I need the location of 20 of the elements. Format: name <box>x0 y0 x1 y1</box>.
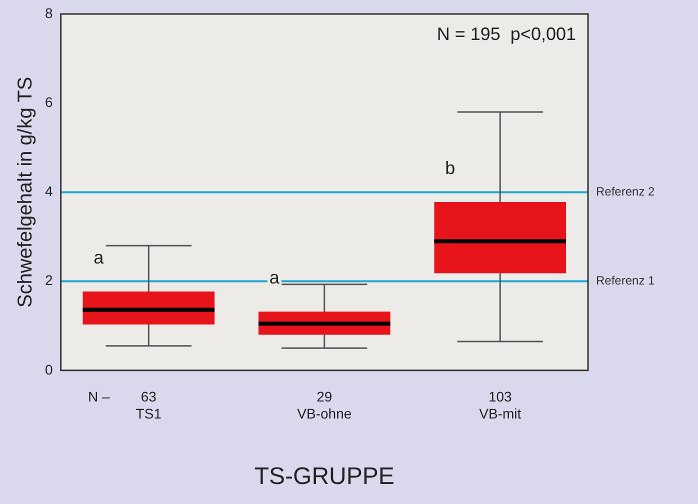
annotation: b <box>445 158 456 178</box>
y-tick-label: 2 <box>44 272 53 288</box>
ref-line-label: Referenz 2 <box>596 184 656 199</box>
y-tick-label: 6 <box>44 94 53 110</box>
annotation: a <box>94 248 105 268</box>
y-tick-label: 8 <box>44 4 53 21</box>
text: 103 <box>488 388 512 404</box>
y-tick-label: 4 <box>44 183 53 200</box>
ref-line-label: Referenz 1 <box>596 274 656 288</box>
x-tick-label: TS1 <box>136 406 162 422</box>
annotation: N = 195 p<0,001 <box>436 24 576 44</box>
text: N – <box>88 388 110 404</box>
text: 63 <box>140 388 157 404</box>
x-tick-label: VB-ohne <box>297 406 352 422</box>
text: 29 <box>316 388 332 404</box>
x-tick-label: VB-mit <box>479 406 522 422</box>
y-axis-title: Schwefelgehalt in g/kg TS <box>14 76 37 308</box>
annotation: a <box>269 268 280 288</box>
y-tick-label: 0 <box>44 361 53 378</box>
x-axis-title: TS-GRUPPE <box>254 463 394 490</box>
